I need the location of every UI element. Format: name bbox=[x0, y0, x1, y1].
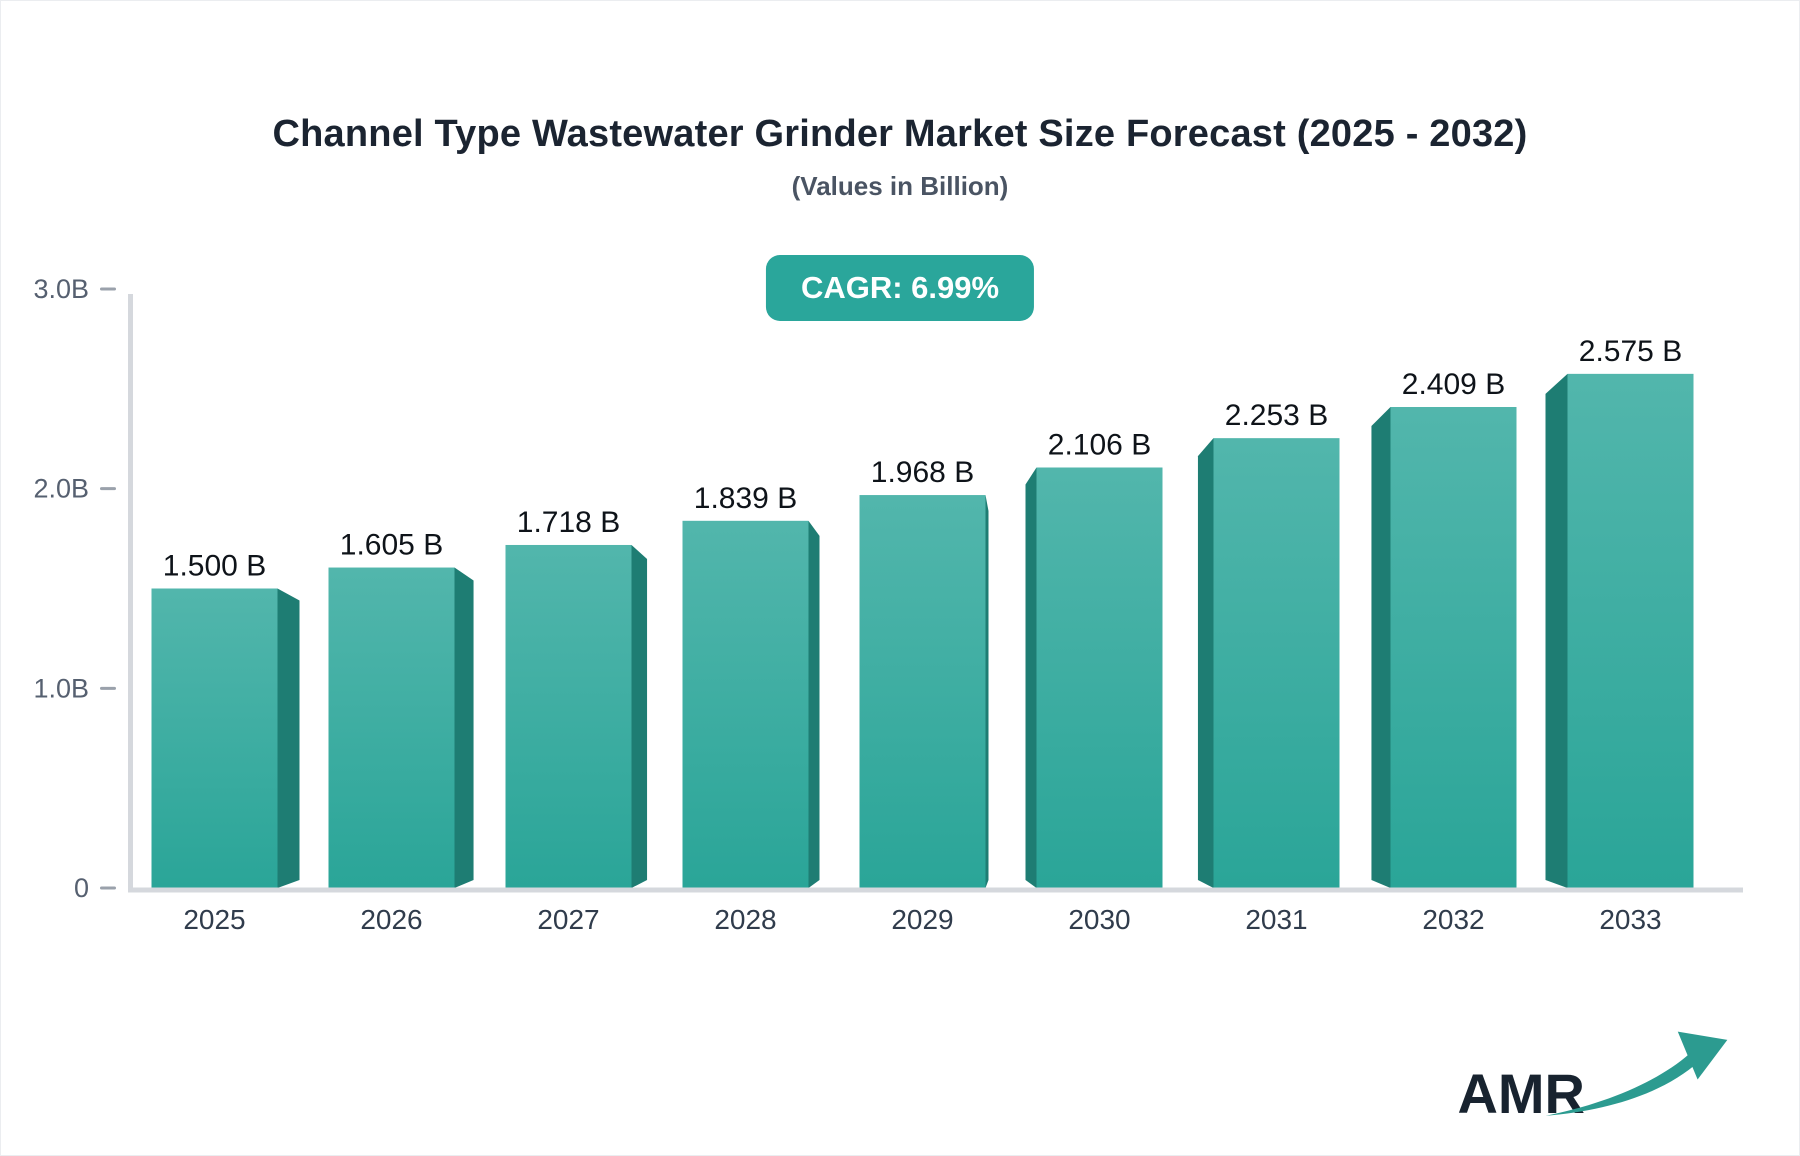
bar-2029: 1.968 B 2029 bbox=[859, 456, 989, 935]
x-tick-label: 2033 bbox=[1599, 904, 1661, 935]
bar bbox=[505, 544, 632, 888]
bar bbox=[1390, 407, 1517, 888]
y-tick-dash bbox=[100, 886, 116, 890]
logo-arrow-icon bbox=[1545, 1031, 1728, 1116]
amr-logo: AMR bbox=[1457, 1031, 1729, 1121]
bar-side-face bbox=[985, 495, 989, 888]
bar-2028: 1.839 B 2028 bbox=[682, 482, 820, 935]
bar-2027: 1.718 B 2027 bbox=[505, 506, 648, 935]
bar-value-label: 1.605 B bbox=[340, 529, 443, 562]
bar-side-face bbox=[631, 544, 648, 888]
bar-side-face bbox=[1197, 438, 1214, 888]
bar-side-face bbox=[1371, 407, 1391, 888]
bar bbox=[1567, 373, 1694, 888]
bar-value-label: 1.718 B bbox=[517, 506, 620, 539]
bar bbox=[682, 520, 809, 888]
y-tick-label: 1.0B bbox=[33, 673, 89, 703]
y-axis-line bbox=[128, 294, 133, 890]
bar-side-face bbox=[1025, 467, 1037, 888]
bar-2031: 2.253 B 2031 bbox=[1197, 399, 1340, 935]
cagr-badge: CAGR: 6.99% bbox=[765, 255, 1035, 321]
bar-2030: 2.106 B 2030 bbox=[1025, 429, 1163, 935]
x-tick-label: 2026 bbox=[360, 904, 422, 935]
y-tick-dash bbox=[100, 287, 116, 291]
bar-value-label: 2.253 B bbox=[1225, 399, 1328, 432]
bar bbox=[1036, 467, 1163, 888]
bar bbox=[1213, 438, 1340, 888]
bar-2033: 2.575 B 2033 bbox=[1545, 335, 1694, 935]
bar-value-label: 1.839 B bbox=[694, 482, 797, 515]
chart-subtitle: (Values in Billion) bbox=[791, 171, 1009, 201]
x-tick-label: 2031 bbox=[1245, 904, 1307, 935]
bar-side-face bbox=[1545, 373, 1568, 888]
bar-side-face bbox=[808, 520, 820, 888]
bar-value-label: 2.106 B bbox=[1048, 429, 1151, 462]
bar-2025: 1.500 B 2025 bbox=[151, 550, 300, 935]
y-tick-label: 2.0B bbox=[33, 474, 89, 504]
y-tick-dash bbox=[100, 487, 116, 491]
x-tick-label: 2032 bbox=[1422, 904, 1484, 935]
y-tick-label: 0 bbox=[74, 873, 89, 903]
x-tick-label: 2030 bbox=[1068, 904, 1130, 935]
y-tick-label: 3.0B bbox=[33, 274, 89, 304]
bar-side-face bbox=[277, 588, 300, 888]
bar-value-label: 1.968 B bbox=[871, 456, 974, 489]
y-tick-dash bbox=[100, 686, 116, 690]
bar bbox=[328, 567, 455, 888]
bar-value-label: 2.575 B bbox=[1579, 335, 1682, 368]
x-tick-label: 2029 bbox=[891, 904, 953, 935]
bar-side-face bbox=[454, 567, 474, 888]
bar-2026: 1.605 B 2026 bbox=[328, 529, 474, 935]
bar-2032: 2.409 B 2032 bbox=[1371, 368, 1517, 935]
x-tick-label: 2025 bbox=[183, 904, 245, 935]
chart-title: Channel Type Wastewater Grinder Market S… bbox=[272, 113, 1528, 155]
x-tick-label: 2028 bbox=[714, 904, 776, 935]
bar-value-label: 2.409 B bbox=[1402, 368, 1505, 401]
bar bbox=[859, 495, 986, 888]
bar-value-label: 1.500 B bbox=[163, 550, 266, 583]
x-axis-line bbox=[128, 887, 1743, 893]
x-tick-label: 2027 bbox=[537, 904, 599, 935]
bar bbox=[151, 588, 278, 888]
